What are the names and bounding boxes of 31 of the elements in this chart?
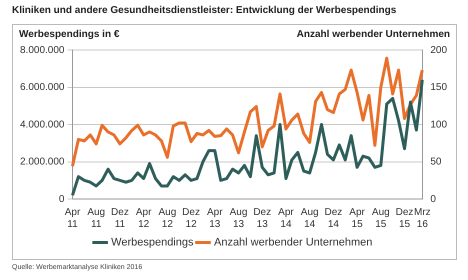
x-tick-label: Dez 12 — [182, 206, 200, 230]
y2-tick-label: 0 — [430, 194, 436, 205]
x-tick-label: Aug 13 — [230, 206, 248, 230]
x-tick-label: Apr 14 — [278, 206, 294, 230]
x-tick-label: Mrz 16 — [414, 206, 431, 230]
y2-tick-label: 200 — [430, 44, 448, 56]
x-tick-label: Apr 12 — [136, 206, 152, 230]
y2-tick-label: 150 — [430, 82, 448, 93]
chart-title: Kliniken und andere Gesundheitsdienstleister: Entwicklung der Werbespendings — [12, 5, 396, 16]
y-tick-label: 0 — [58, 194, 65, 205]
y-tick-label: 4.000.000 — [20, 119, 65, 130]
legend-label: Anzahl werbender Unternehmen — [214, 236, 372, 249]
x-tick-label: Aug 15 — [372, 206, 390, 230]
x-tick-label: Aug 12 — [158, 206, 176, 230]
x-tick-label: Aug 11 — [87, 206, 106, 230]
y2-axis-title: Anzahl werbender Unternehmen — [296, 29, 450, 40]
y-tick-label: 8.000.000 — [20, 44, 65, 56]
x-tick-label: Apr 11 — [64, 206, 81, 230]
y2-tick-label: 100 — [430, 119, 448, 130]
y-axis-title: Werbespendings in € — [19, 29, 120, 40]
legend-label: Werbespendings — [111, 236, 194, 249]
x-tick-label: Aug 14 — [300, 206, 319, 230]
y-tick-label: 2.000.000 — [20, 156, 65, 168]
y2-tick-label: 50 — [430, 156, 442, 168]
x-tick-label: Dez 11 — [111, 206, 129, 230]
x-tick-label: Apr 13 — [207, 206, 224, 230]
x-tick-label: Apr 15 — [349, 206, 366, 230]
x-tick-label: Dez 14 — [324, 206, 342, 230]
x-tick-label: Dez 15 — [396, 206, 414, 230]
x-tick-label: Dez 13 — [253, 206, 272, 230]
y-tick-label: 6.000.000 — [20, 82, 65, 93]
